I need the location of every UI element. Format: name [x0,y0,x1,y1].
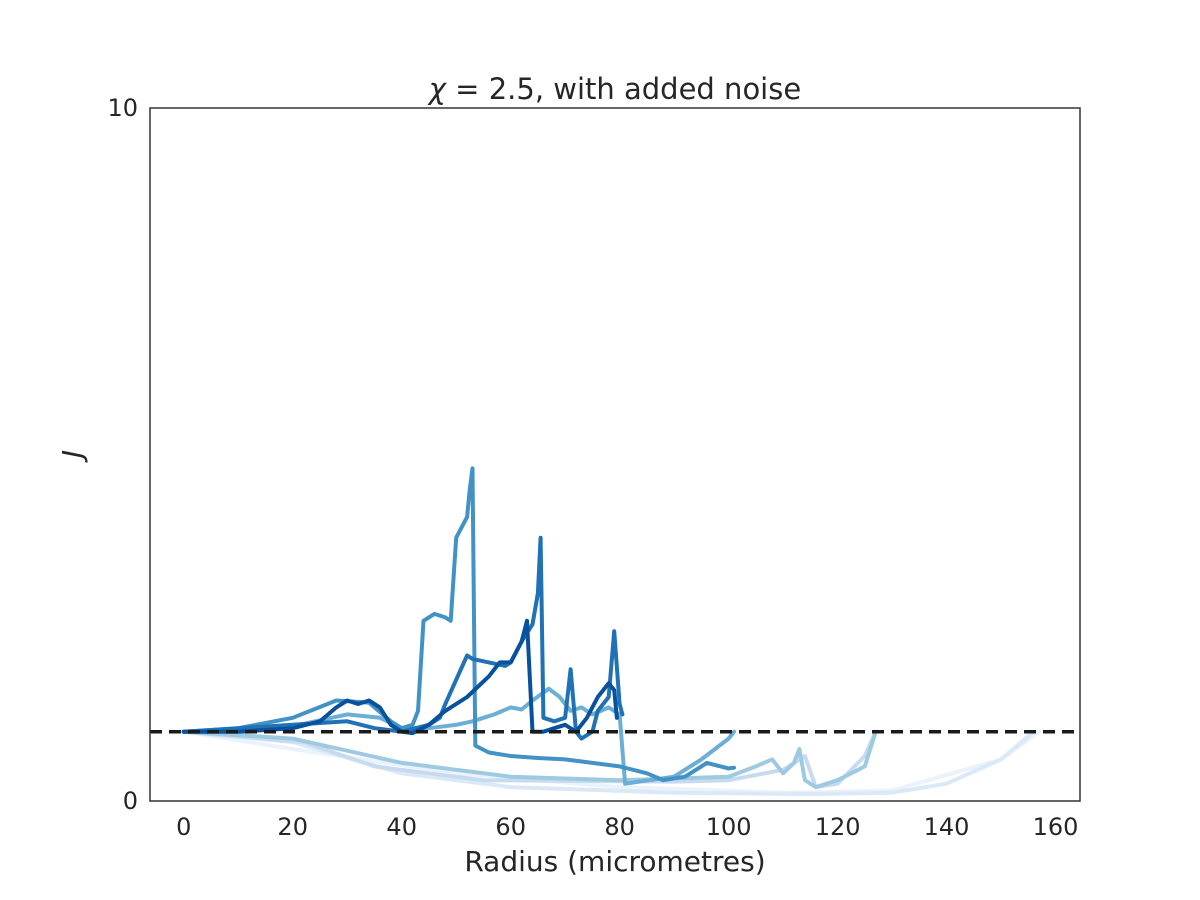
y-tick-label: 0 [123,787,138,815]
x-tick-label: 140 [924,813,970,841]
x-tick-label: 0 [176,813,191,841]
title-text: = 2.5, with added noise [446,72,801,106]
plot-frame [149,107,1081,802]
x-tick-label: 100 [706,813,752,841]
x-tick-label: 120 [815,813,861,841]
x-tick-label: 20 [277,813,308,841]
x-tick-label: 160 [1033,813,1079,841]
series-line-1 [181,729,1042,795]
series-line-4 [181,729,878,790]
chart-title: χ = 2.5, with added noise [427,72,801,106]
y-tick-label: 10 [107,94,138,122]
x-tick-label: 80 [604,813,635,841]
series-line-8 [181,618,619,736]
y-tick-labels: 0 10 [107,94,138,815]
title-symbol: χ [427,72,448,106]
series-line-5 [181,686,736,786]
x-tick-label: 40 [386,813,417,841]
x-tick-labels: 0 20 40 60 80 100 120 140 160 [176,813,1078,841]
plot-area [150,108,1080,801]
x-axis-label: Radius (micrometres) [464,845,765,878]
x-tick-label: 60 [495,813,526,841]
